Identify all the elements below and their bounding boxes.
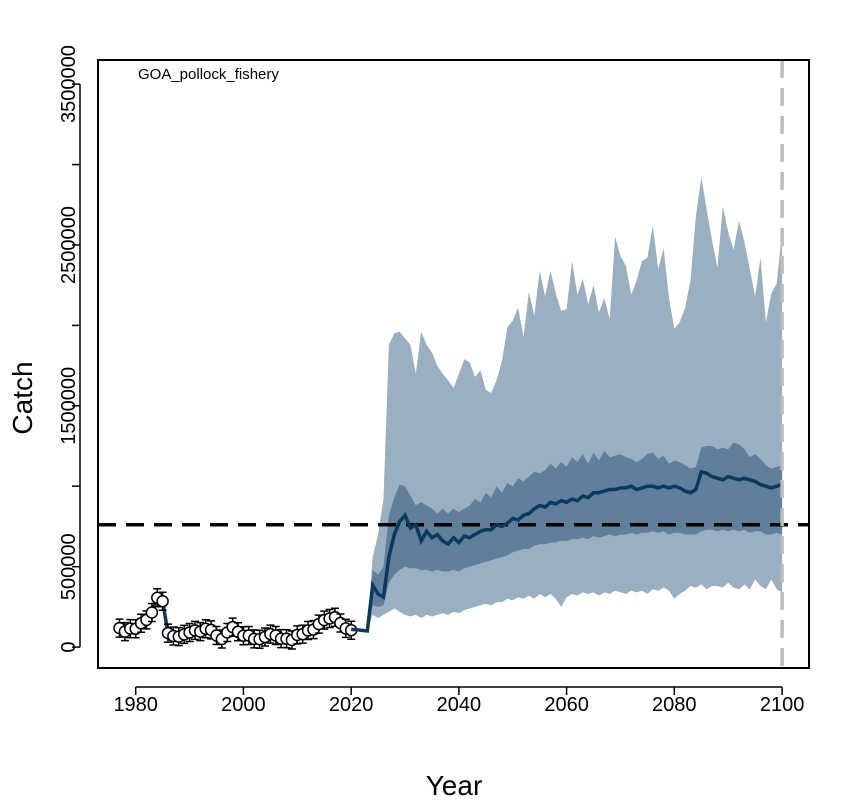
y-tick-label: 0 — [58, 642, 80, 653]
median-projection-line — [351, 469, 783, 633]
chart-title: GOA_pollock_fishery — [138, 66, 279, 83]
observed-error-cap — [266, 624, 275, 644]
observed-points — [113, 587, 358, 650]
x-tick-label: 2040 — [437, 694, 482, 716]
observed-error-cap — [261, 627, 269, 647]
observed-error-cap — [180, 624, 189, 645]
y-tick-label: 2500000 — [58, 206, 80, 284]
observed-point — [156, 594, 169, 608]
observed-error-cap — [304, 620, 313, 641]
observed-error-cap — [158, 591, 167, 611]
observed-error-cap — [201, 619, 210, 639]
observed-error-cap — [282, 628, 291, 649]
plot-frame — [97, 59, 810, 669]
observed-error-cap — [325, 608, 334, 629]
x-tick-label: 2100 — [760, 694, 805, 716]
y-axis-title: Catch — [7, 361, 38, 434]
x-tick-label: 2020 — [329, 694, 374, 716]
y-tick-label: 3500000 — [58, 45, 80, 123]
plot-area — [98, 60, 809, 668]
x-tick-label: 1980 — [113, 694, 158, 716]
observed-error-cap — [191, 620, 199, 641]
x-tick-label: 2000 — [221, 694, 266, 716]
observed-error-cap — [120, 621, 129, 642]
band-50-interval — [351, 442, 783, 631]
x-axis-title: Year — [426, 770, 483, 800]
observed-error-cap — [347, 620, 356, 640]
observed-error-cap — [255, 629, 264, 649]
x-axis: 1980 2000 2020 2040 2060 2080 2100 — [113, 686, 805, 716]
x-tick-label: 2060 — [544, 694, 589, 716]
observed-error-cap — [147, 602, 156, 623]
x-tick-label: 2080 — [652, 694, 697, 716]
observed-error-cap — [293, 625, 302, 645]
observed-error-cap — [196, 621, 205, 642]
y-tick-label: 1500000 — [58, 367, 80, 445]
observed-error-cap — [164, 623, 172, 643]
y-axis: 0 500000 1500000 2500000 3500000 — [58, 45, 81, 653]
observed-point — [145, 606, 159, 619]
y-tick-label: 500000 — [58, 533, 80, 600]
observed-error-cap — [174, 626, 183, 647]
observed-error-cap — [185, 622, 194, 643]
observed-error-cap — [320, 610, 329, 630]
observed-error-cap — [271, 625, 280, 646]
observed-error-cap — [341, 618, 350, 639]
